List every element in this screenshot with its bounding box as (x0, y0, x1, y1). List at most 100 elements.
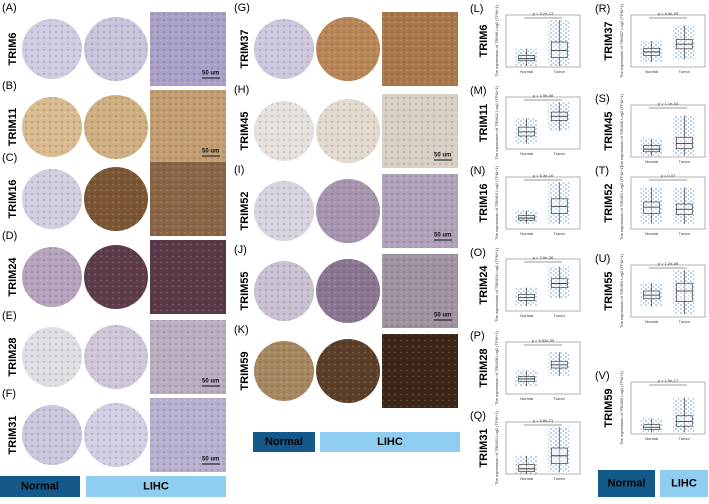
y-axis-label: The expression of TRIM11 Log2 (TPM+1) (494, 86, 499, 160)
tissue-texture (150, 12, 226, 86)
panel-label: (K) (234, 324, 249, 336)
x-tick-label: Tumor (679, 319, 691, 324)
gene-label: TRIM45 (603, 111, 615, 150)
scale-label: 50 um (202, 71, 219, 77)
panel-label: (N) (470, 165, 485, 177)
legend-lihc-box (86, 476, 226, 497)
x-tick-label: Normal (520, 313, 533, 318)
gene-label: TRIM24 (7, 257, 19, 297)
p-value: p = 6.3e-16 (533, 173, 554, 178)
legend-normal-box (253, 432, 315, 452)
p-value: p = 5.2e-13 (533, 11, 554, 16)
gene-label: TRIM59 (603, 388, 615, 427)
gene-label: TRIM52 (239, 191, 251, 230)
plot-frame (505, 421, 581, 475)
tissue-texture (254, 181, 314, 241)
panel-label: (F) (2, 388, 16, 400)
scale-label: 50 um (202, 457, 219, 463)
tissue-texture (316, 259, 380, 323)
panel-label: (E) (2, 310, 17, 322)
box (675, 415, 693, 427)
legend-normal-box (598, 470, 655, 497)
y-axis-label: The expression of TRIM6 Log2 (TPM+1) (494, 5, 499, 77)
p-value: p = 5.53e-39 (532, 338, 555, 343)
x-tick-label: Tumor (679, 231, 691, 236)
plot-frame (505, 96, 581, 150)
p-value: p = 1.5e-17 (658, 378, 679, 383)
box (518, 55, 536, 62)
scale-label: 50 um (434, 153, 451, 159)
x-tick-label: Normal (645, 436, 658, 441)
p-value: p = 4.9e-09 (658, 11, 679, 16)
tissue-texture (150, 90, 226, 164)
gene-label: TRIM31 (7, 415, 19, 454)
legend-normal: Normal (265, 436, 303, 448)
gene-label: TRIM28 (478, 348, 490, 387)
gene-label: TRIM37 (603, 21, 615, 60)
y-axis-label: The expression of TRIM55 Log2 (TPM+1) (619, 253, 624, 328)
panel-label: (B) (2, 80, 17, 92)
panel-label: (J) (234, 244, 247, 256)
tissue-texture (316, 17, 380, 81)
tissue-texture (22, 327, 82, 387)
gene-label: TRIM11 (7, 108, 19, 147)
y-axis-label: The expression of TRIM31 Log2 (TPM+1) (494, 410, 499, 485)
gene-label: TRIM37 (239, 29, 251, 68)
plot-frame (630, 104, 706, 158)
gene-label: TRIM45 (239, 111, 251, 150)
gene-label: TRIM6 (478, 25, 490, 58)
legend-lihc-box (320, 432, 460, 452)
tissue-texture (22, 97, 82, 157)
scale-label: 50 um (202, 149, 219, 155)
p-value: p = 2.5e-38 (533, 255, 554, 260)
tissue-texture (382, 174, 458, 248)
plot-frame (630, 14, 706, 68)
scale-label: 50 um (434, 313, 451, 319)
tissue-texture (84, 167, 148, 231)
plot-frame (630, 381, 706, 435)
box (643, 145, 661, 153)
legend-lihc: LIHC (671, 477, 697, 489)
gene-label: TRIM59 (239, 351, 251, 390)
y-axis-label: The expression of TRIM37 Log2 (TPM+1) (619, 3, 624, 78)
gene-label: TRIM16 (478, 183, 490, 222)
tissue-texture (382, 94, 458, 168)
gene-label: TRIM6 (7, 33, 19, 66)
box (518, 464, 536, 472)
tissue-texture (150, 398, 226, 472)
legend-lihc: LIHC (377, 436, 403, 448)
x-tick-label: Normal (520, 151, 533, 156)
tissue-texture (254, 261, 314, 321)
plot-frame (630, 264, 706, 318)
tissue-texture (84, 403, 148, 467)
panel-label: (O) (470, 247, 486, 259)
x-tick-label: Normal (520, 69, 533, 74)
plot-frame (505, 176, 581, 230)
tissue-texture (150, 320, 226, 394)
tissue-texture (316, 99, 380, 163)
tissue-texture (84, 245, 148, 309)
legend-normal: Normal (608, 477, 646, 489)
tissue-texture (22, 19, 82, 79)
gene-label: TRIM52 (603, 183, 615, 222)
panel-label: (L) (470, 3, 483, 15)
x-tick-label: Normal (520, 476, 533, 481)
gene-label: TRIM24 (478, 265, 490, 305)
tissue-texture (382, 254, 458, 328)
plot-frame (505, 14, 581, 68)
panel-label: (H) (234, 84, 249, 96)
box (675, 282, 693, 302)
y-axis-label: The expression of TRIM28 Log2 (TPM+1) (494, 330, 499, 405)
x-tick-label: Tumor (679, 159, 691, 164)
plot-frame (505, 258, 581, 312)
x-tick-label: Tumor (554, 396, 566, 401)
x-tick-label: Normal (645, 69, 658, 74)
legend-normal-box (0, 476, 80, 497)
box (675, 136, 693, 149)
p-value: p = 1.1e-04 (658, 101, 679, 106)
tissue-texture (22, 169, 82, 229)
tissue-texture (316, 339, 380, 403)
box (643, 201, 661, 214)
tissue-texture (22, 247, 82, 307)
